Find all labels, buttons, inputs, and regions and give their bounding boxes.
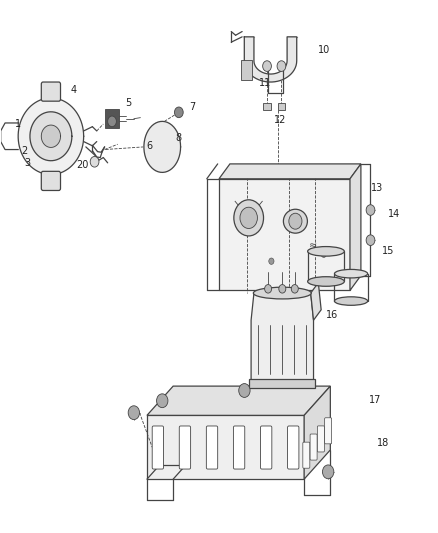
- Polygon shape: [219, 164, 361, 179]
- FancyBboxPatch shape: [179, 426, 191, 469]
- Polygon shape: [18, 98, 84, 174]
- Ellipse shape: [335, 269, 367, 278]
- Circle shape: [322, 465, 334, 479]
- Text: 15: 15: [382, 246, 394, 255]
- Ellipse shape: [283, 209, 307, 233]
- Polygon shape: [304, 386, 330, 479]
- Circle shape: [291, 285, 298, 293]
- FancyBboxPatch shape: [261, 426, 272, 469]
- Text: 14: 14: [388, 209, 400, 220]
- Text: 6: 6: [146, 141, 152, 151]
- FancyBboxPatch shape: [206, 426, 218, 469]
- Circle shape: [277, 61, 286, 71]
- Ellipse shape: [253, 287, 311, 299]
- Text: 1: 1: [15, 119, 21, 129]
- Polygon shape: [147, 386, 330, 415]
- Text: 11: 11: [259, 78, 271, 88]
- Polygon shape: [41, 125, 60, 148]
- Polygon shape: [244, 37, 297, 82]
- Polygon shape: [219, 179, 350, 290]
- FancyBboxPatch shape: [278, 103, 286, 110]
- Text: 18: 18: [377, 438, 389, 448]
- Circle shape: [366, 235, 375, 246]
- FancyBboxPatch shape: [263, 103, 271, 110]
- FancyBboxPatch shape: [241, 60, 252, 80]
- Text: 16: 16: [326, 310, 339, 320]
- Text: 8: 8: [176, 133, 182, 143]
- FancyBboxPatch shape: [41, 82, 60, 101]
- Text: 3: 3: [24, 158, 30, 168]
- FancyBboxPatch shape: [106, 109, 120, 128]
- FancyBboxPatch shape: [233, 426, 245, 469]
- Circle shape: [279, 285, 286, 293]
- Circle shape: [263, 61, 272, 71]
- Text: ≈: ≈: [309, 240, 317, 250]
- Ellipse shape: [335, 297, 367, 305]
- Text: 5: 5: [125, 98, 131, 108]
- Circle shape: [321, 251, 326, 257]
- Text: 2: 2: [21, 146, 28, 156]
- Text: 7: 7: [189, 102, 195, 112]
- Ellipse shape: [307, 277, 344, 286]
- Polygon shape: [350, 164, 361, 290]
- Circle shape: [269, 258, 274, 264]
- Circle shape: [128, 406, 140, 419]
- FancyBboxPatch shape: [325, 418, 332, 444]
- Circle shape: [174, 107, 183, 118]
- FancyBboxPatch shape: [249, 379, 315, 387]
- Polygon shape: [251, 293, 314, 383]
- Circle shape: [240, 207, 258, 229]
- Text: 13: 13: [371, 183, 383, 193]
- Circle shape: [366, 205, 375, 215]
- Ellipse shape: [307, 247, 344, 256]
- Circle shape: [108, 116, 117, 127]
- FancyBboxPatch shape: [303, 442, 310, 468]
- Text: 4: 4: [71, 85, 77, 95]
- Text: 20: 20: [77, 160, 89, 171]
- FancyBboxPatch shape: [41, 171, 60, 190]
- FancyBboxPatch shape: [152, 426, 163, 469]
- Circle shape: [265, 285, 272, 293]
- Text: 10: 10: [318, 45, 330, 54]
- Polygon shape: [311, 282, 321, 320]
- Polygon shape: [30, 112, 72, 161]
- Text: 17: 17: [369, 395, 381, 406]
- FancyBboxPatch shape: [288, 426, 299, 469]
- Circle shape: [239, 384, 250, 398]
- FancyBboxPatch shape: [318, 426, 325, 452]
- Circle shape: [156, 394, 168, 408]
- Polygon shape: [144, 122, 180, 172]
- Polygon shape: [147, 415, 304, 479]
- Circle shape: [90, 157, 99, 167]
- Circle shape: [234, 200, 264, 236]
- Text: 12: 12: [274, 115, 286, 125]
- FancyBboxPatch shape: [310, 434, 317, 460]
- Circle shape: [289, 213, 302, 229]
